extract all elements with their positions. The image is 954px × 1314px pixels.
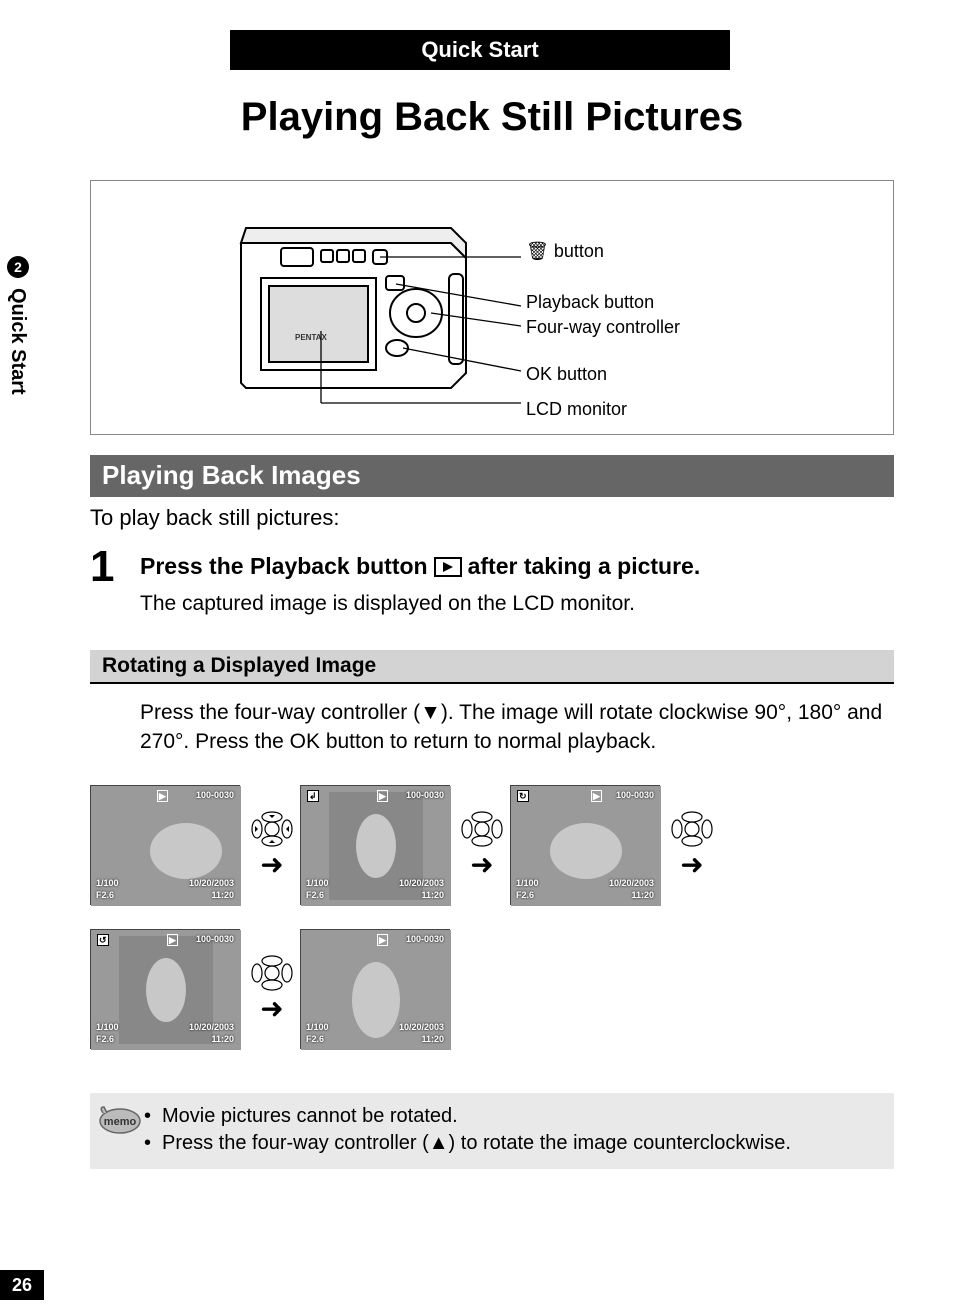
playback-icon	[434, 557, 462, 577]
arrow-right-icon: ➜	[470, 851, 493, 879]
memo-icon: memo	[96, 1103, 144, 1157]
dpad-icon	[670, 811, 714, 847]
side-tab-label: Quick Start	[6, 288, 29, 395]
dpad-and-arrow: ➜	[670, 811, 714, 879]
lcd-thumbnail: ▶ 100-0030 1/100 F2.6 10/20/2003 11:20	[300, 929, 450, 1049]
dpad-and-arrow: ➜	[250, 811, 294, 879]
label-trash-button: 🗑 button	[526, 241, 680, 262]
lcd-thumbnail: ▶ 100-0030 1/100 F2.6 10/20/2003 11:20	[90, 785, 240, 905]
diagram-labels: 🗑 button Playback button Four-way contro…	[526, 241, 680, 424]
diagram-leader-lines	[91, 181, 895, 436]
trash-icon: 🗑	[526, 241, 549, 261]
step-number: 1	[90, 542, 114, 592]
memo-list: •Movie pictures cannot be rotated. •Pres…	[144, 1103, 791, 1157]
top-category-bar: Quick Start	[230, 30, 730, 70]
manual-page: Quick Start Playing Back Still Pictures …	[0, 0, 954, 1314]
step-description: The captured image is displayed on the L…	[140, 592, 635, 616]
arrow-right-icon: ➜	[260, 995, 283, 1023]
lcd-thumbnail: ↺ ▶ 100-0030 1/100 F2.6 10/20/2003 11:20	[90, 929, 240, 1049]
lcd-thumbnail: ↻ ▶ 100-0030 1/100 F2.6 10/20/2003 11:20	[510, 785, 660, 905]
rotate-description: Press the four-way controller (▼). The i…	[140, 698, 886, 757]
chapter-number-badge: 2	[7, 256, 29, 278]
dpad-icon	[250, 811, 294, 847]
page-number: 26	[0, 1270, 44, 1300]
intro-text: To play back still pictures:	[90, 505, 339, 531]
lcd-thumbnail: ↲ ▶ 100-0030 1/100 F2.6 10/20/2003 11:20	[300, 785, 450, 905]
section-heading: Playing Back Images	[90, 455, 894, 497]
arrow-right-icon: ➜	[260, 851, 283, 879]
memo-item: Movie pictures cannot be rotated.	[162, 1103, 458, 1130]
dpad-and-arrow: ➜	[460, 811, 504, 879]
step-title: Press the Playback button after taking a…	[140, 553, 700, 580]
dpad-icon	[250, 955, 294, 991]
label-fourway-controller: Four-way controller	[526, 317, 680, 338]
dpad-and-arrow: ➜	[250, 955, 294, 1023]
label-ok-button: OK button	[526, 364, 680, 385]
svg-text:memo: memo	[104, 1116, 137, 1128]
rotation-thumbnails: ▶ 100-0030 1/100 F2.6 10/20/2003 11:20 ➜	[90, 785, 894, 1073]
page-main-title: Playing Back Still Pictures	[90, 95, 894, 140]
camera-diagram-box: PENTAX 🗑 button Playback button Four-way…	[90, 180, 894, 435]
memo-item: Press the four-way controller (▲) to rot…	[162, 1130, 791, 1157]
arrow-right-icon: ➜	[680, 851, 703, 879]
label-lcd-monitor: LCD monitor	[526, 399, 680, 420]
memo-block: memo •Movie pictures cannot be rotated. …	[90, 1093, 894, 1169]
sub-heading: Rotating a Displayed Image	[90, 650, 894, 684]
label-playback-button: Playback button	[526, 292, 680, 313]
dpad-icon	[460, 811, 504, 847]
